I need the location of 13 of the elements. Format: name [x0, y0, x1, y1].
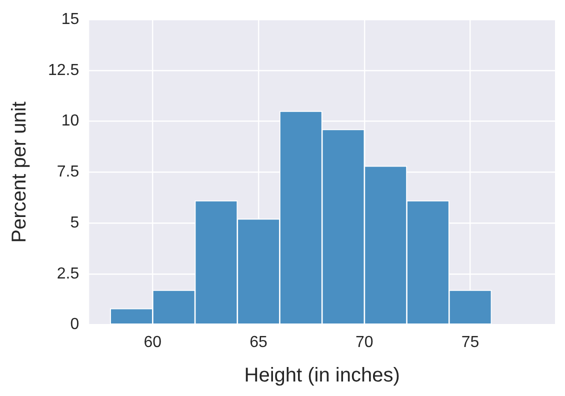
x-tick-label: 60: [144, 334, 162, 351]
y-tick-label: 0: [70, 316, 80, 334]
y-tick-label: 10: [61, 112, 80, 130]
x-tick-label: 65: [250, 334, 268, 351]
x-axis-title: Height (in inches): [244, 364, 400, 387]
y-tick-label: 2.5: [56, 265, 80, 282]
x-tick-label: 75: [461, 334, 480, 351]
y-tick-label: 15: [61, 11, 80, 28]
y-tick-label: 7.5: [56, 164, 80, 181]
y-tick-label: 5: [70, 214, 80, 232]
y-tick-label: 12.5: [48, 62, 80, 79]
x-tick-label: 70: [356, 334, 374, 351]
y-axis-title: Percent per unit: [8, 101, 31, 243]
